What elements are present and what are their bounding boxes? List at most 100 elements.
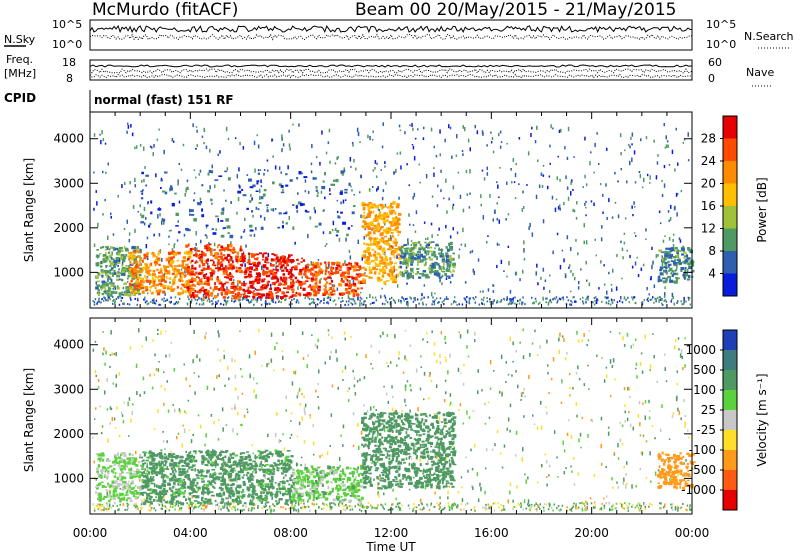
data-cell <box>172 256 175 259</box>
data-cell <box>548 474 550 477</box>
data-cell <box>273 276 277 278</box>
freq-unit-label: [MHz] <box>4 67 36 80</box>
data-cell <box>227 177 231 181</box>
data-cell <box>473 443 476 448</box>
data-cell <box>190 504 193 507</box>
data-cell <box>638 171 641 173</box>
data-cell <box>327 293 332 296</box>
data-cell <box>431 234 433 238</box>
data-cell <box>375 175 378 178</box>
data-cell <box>163 495 165 500</box>
data-cell <box>461 150 464 153</box>
data-cell <box>446 254 449 258</box>
data-cell <box>337 156 339 159</box>
data-cell <box>663 259 666 263</box>
data-cell <box>402 297 405 300</box>
data-cell <box>395 274 398 278</box>
data-cell <box>392 502 394 505</box>
data-cell <box>137 250 140 254</box>
data-cell <box>395 221 400 224</box>
data-cell <box>369 212 373 214</box>
data-cell <box>366 243 369 246</box>
data-cell <box>377 279 381 282</box>
data-cell <box>113 417 116 421</box>
data-cell <box>438 247 441 251</box>
data-cell <box>298 272 303 276</box>
data-cell <box>193 254 196 257</box>
data-cell <box>158 128 160 131</box>
data-cell <box>234 251 237 253</box>
data-cell <box>147 202 149 205</box>
data-cell <box>142 266 146 270</box>
data-cell <box>99 253 102 255</box>
data-cell <box>115 383 117 388</box>
data-cell <box>447 496 449 500</box>
data-cell <box>543 286 545 290</box>
data-cell <box>587 434 589 438</box>
data-cell <box>506 296 508 299</box>
data-cell <box>657 154 659 157</box>
data-cell <box>242 504 244 507</box>
data-cell <box>634 261 637 266</box>
data-cell <box>375 214 377 216</box>
data-cell <box>323 297 325 300</box>
data-cell <box>128 265 131 268</box>
data-cell <box>267 274 271 277</box>
data-cell <box>353 205 356 208</box>
data-cell <box>254 168 256 173</box>
data-cell <box>195 231 197 236</box>
data-cell <box>451 155 453 159</box>
data-cell <box>630 136 632 140</box>
data-cell <box>237 283 239 288</box>
data-cell <box>492 150 495 154</box>
data-cell <box>210 277 213 280</box>
data-cell <box>140 499 143 501</box>
data-cell <box>611 288 613 292</box>
data-cell <box>683 267 686 270</box>
data-cell <box>415 506 418 509</box>
data-cell <box>567 299 570 302</box>
data-cell <box>329 193 332 195</box>
data-cell <box>334 503 337 506</box>
data-cell <box>139 257 142 260</box>
data-cell <box>106 504 109 507</box>
data-cell <box>328 128 331 133</box>
data-cell <box>490 505 492 509</box>
data-cell <box>634 338 637 341</box>
data-cell <box>609 395 612 398</box>
data-cell <box>566 156 569 160</box>
data-cell <box>670 272 673 275</box>
data-cell <box>368 206 372 209</box>
data-cell <box>674 168 676 172</box>
data-cell <box>190 209 194 212</box>
data-cell <box>229 256 233 260</box>
data-cell <box>266 209 269 213</box>
data-cell <box>635 484 637 488</box>
data-cell <box>185 259 188 262</box>
data-cell <box>668 256 672 259</box>
data-cell <box>400 165 402 170</box>
data-cell <box>211 248 213 253</box>
data-cell <box>177 264 181 267</box>
data-cell <box>557 205 560 210</box>
data-cell <box>208 502 211 505</box>
data-cell <box>354 278 359 281</box>
data-cell <box>489 298 491 301</box>
data-cell <box>297 292 302 296</box>
data-cell <box>343 167 345 172</box>
data-cell <box>217 348 219 352</box>
data-cell <box>157 250 161 253</box>
data-cell <box>367 502 370 505</box>
data-cell <box>234 299 237 302</box>
data-cell <box>664 261 668 265</box>
data-cell <box>409 344 412 347</box>
nave-label: Nave <box>746 66 774 79</box>
data-cell <box>467 138 470 143</box>
data-cell <box>95 478 97 481</box>
data-cell <box>239 185 241 189</box>
data-cell <box>426 332 428 335</box>
data-cell <box>305 265 308 269</box>
data-cell <box>210 252 213 256</box>
data-cell <box>111 417 113 422</box>
data-cell <box>220 292 224 295</box>
